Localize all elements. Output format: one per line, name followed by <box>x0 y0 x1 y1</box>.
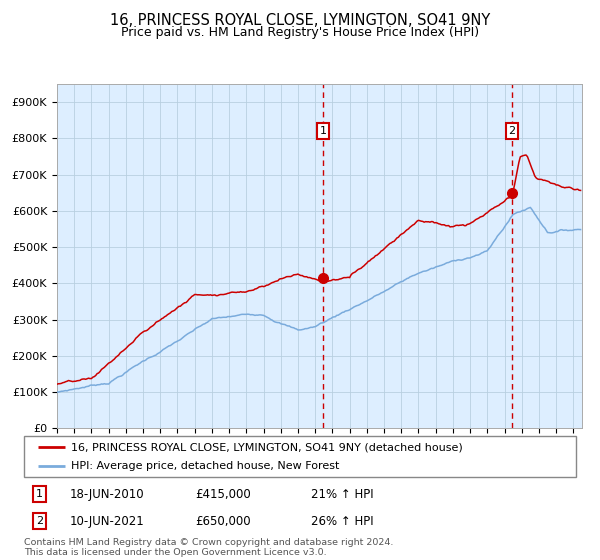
Text: 10-JUN-2021: 10-JUN-2021 <box>69 515 144 528</box>
Text: Price paid vs. HM Land Registry's House Price Index (HPI): Price paid vs. HM Land Registry's House … <box>121 26 479 39</box>
Text: 16, PRINCESS ROYAL CLOSE, LYMINGTON, SO41 9NY: 16, PRINCESS ROYAL CLOSE, LYMINGTON, SO4… <box>110 13 490 28</box>
Text: 1: 1 <box>320 126 326 136</box>
Text: 2: 2 <box>509 126 515 136</box>
FancyBboxPatch shape <box>24 436 576 477</box>
Text: 2: 2 <box>36 516 43 526</box>
Text: 21% ↑ HPI: 21% ↑ HPI <box>311 488 374 501</box>
Text: 18-JUN-2010: 18-JUN-2010 <box>69 488 144 501</box>
Text: £415,000: £415,000 <box>195 488 251 501</box>
Text: 16, PRINCESS ROYAL CLOSE, LYMINGTON, SO41 9NY (detached house): 16, PRINCESS ROYAL CLOSE, LYMINGTON, SO4… <box>71 443 463 452</box>
Text: £650,000: £650,000 <box>195 515 251 528</box>
Text: Contains HM Land Registry data © Crown copyright and database right 2024.
This d: Contains HM Land Registry data © Crown c… <box>24 538 394 557</box>
Text: HPI: Average price, detached house, New Forest: HPI: Average price, detached house, New … <box>71 461 339 472</box>
Text: 26% ↑ HPI: 26% ↑ HPI <box>311 515 374 528</box>
Text: 1: 1 <box>36 489 43 499</box>
